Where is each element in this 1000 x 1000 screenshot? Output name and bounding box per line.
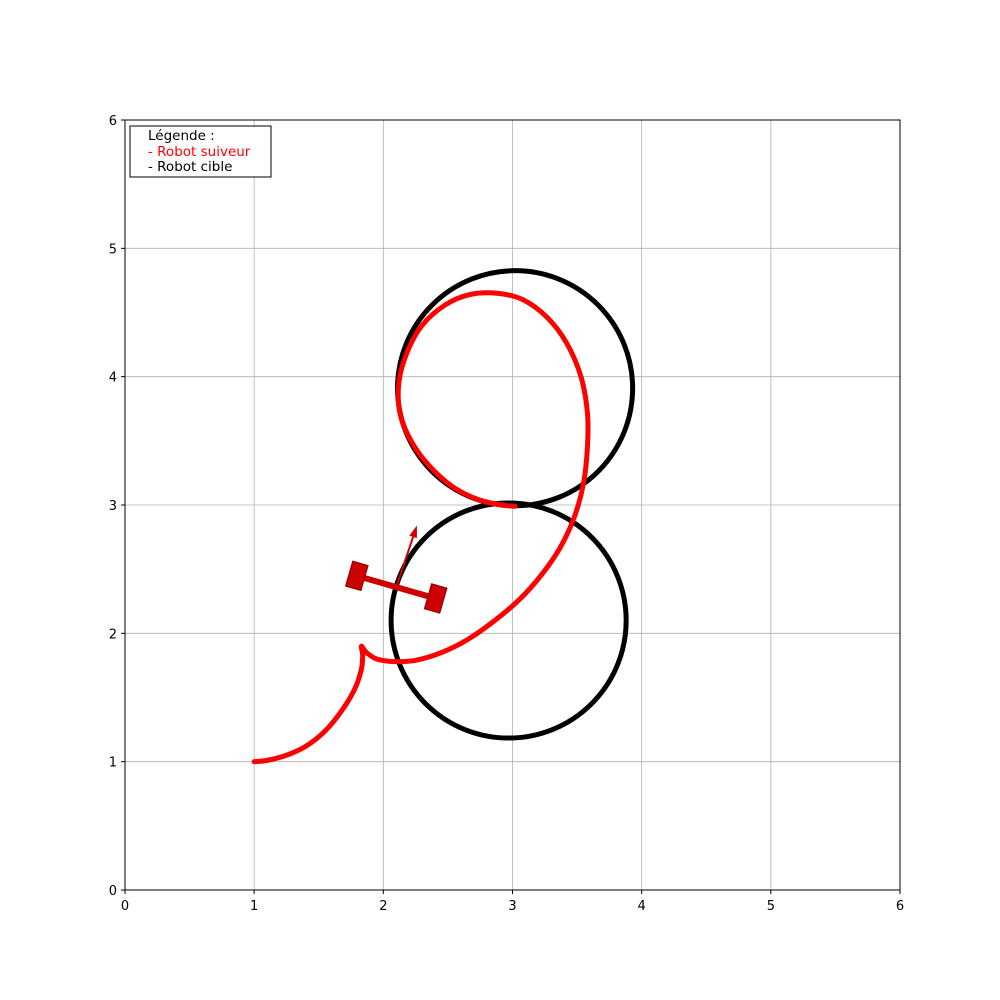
robot-marker bbox=[344, 525, 448, 614]
x-tick-label: 5 bbox=[767, 899, 775, 914]
legend-entry-follower: - Robot suiveur bbox=[148, 144, 251, 160]
robot-wheel-body bbox=[344, 560, 369, 592]
y-tick-label: 5 bbox=[109, 242, 117, 257]
x-tick-label: 0 bbox=[121, 899, 129, 914]
robot-wheel-1 bbox=[344, 560, 369, 592]
legend-title: Légende : bbox=[148, 128, 215, 144]
robot-wheel-2 bbox=[423, 583, 448, 614]
follower-robot-path bbox=[251, 290, 591, 765]
x-tick-labels: 0 1 2 3 4 5 6 bbox=[121, 890, 904, 914]
y-tick-labels: 0 1 2 3 4 5 6 bbox=[109, 114, 125, 899]
robot-wheel-body bbox=[423, 583, 448, 614]
robot-heading-arrow bbox=[395, 536, 415, 588]
legend-entry-target: - Robot cible bbox=[148, 159, 232, 175]
y-tick-label: 2 bbox=[109, 627, 117, 642]
x-tick-label: 1 bbox=[250, 899, 258, 914]
y-tick-label: 4 bbox=[109, 371, 117, 386]
x-tick-label: 2 bbox=[379, 899, 387, 914]
robot-heading-arrowhead bbox=[409, 525, 417, 539]
x-tick-label: 4 bbox=[638, 899, 646, 914]
legend-box bbox=[129, 125, 272, 178]
y-tick-label: 6 bbox=[109, 114, 117, 129]
follower-path-line bbox=[251, 290, 591, 765]
y-tick-label: 1 bbox=[109, 756, 117, 771]
legend: Légende : - Robot suiveur - Robot cible bbox=[129, 125, 272, 178]
y-tick-label: 0 bbox=[109, 884, 117, 899]
x-tick-label: 3 bbox=[508, 899, 516, 914]
target-loop-2 bbox=[388, 500, 629, 741]
y-tick-label: 3 bbox=[109, 499, 117, 514]
x-tick-label: 6 bbox=[896, 899, 904, 914]
